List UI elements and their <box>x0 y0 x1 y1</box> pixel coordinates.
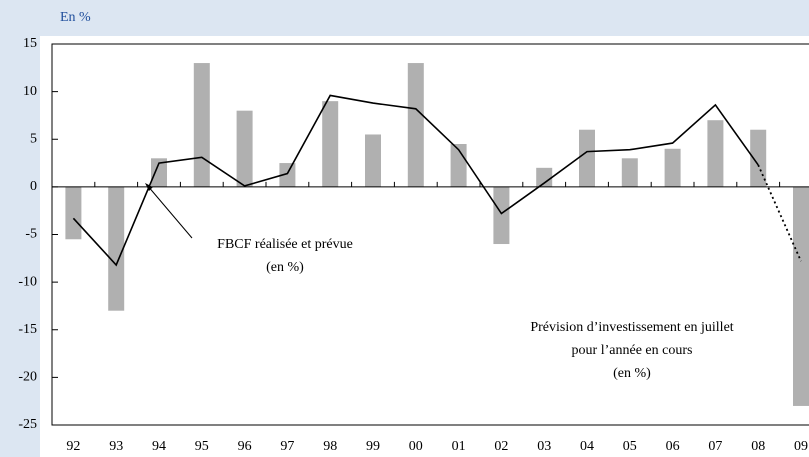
bar <box>279 163 296 187</box>
x-tick-label: 97 <box>280 439 294 454</box>
bar <box>65 186 82 240</box>
x-tick-label: 99 <box>366 439 380 454</box>
x-tick-label: 95 <box>195 439 209 454</box>
y-tick-label: -25 <box>18 417 37 432</box>
y-tick-label: 15 <box>23 36 37 51</box>
x-tick-label: 01 <box>452 439 466 454</box>
bar <box>365 134 381 187</box>
bar <box>193 63 210 187</box>
annotation: Prévision d’investissement en juillet <box>530 320 733 335</box>
bar <box>579 129 595 187</box>
bar <box>536 167 553 187</box>
x-tick-label: 09 <box>794 439 808 454</box>
y-tick-label: -15 <box>18 322 37 337</box>
plot-background <box>40 36 809 457</box>
annotation-arrow <box>146 184 193 239</box>
y-tick-label: 10 <box>23 84 37 99</box>
annotation: pour l’année en cours <box>572 343 693 358</box>
bar <box>493 186 510 245</box>
bar <box>793 186 809 406</box>
x-tick-label: 93 <box>109 439 123 454</box>
x-tick-label: 08 <box>751 439 765 454</box>
bar <box>322 101 339 187</box>
bar <box>236 110 253 187</box>
annotation: FBCF réalisée et prévue <box>217 237 353 252</box>
line-series <box>72 94 759 267</box>
x-tick-label: 00 <box>409 439 423 454</box>
x-tick-label: 98 <box>323 439 337 454</box>
y-tick-label: 5 <box>30 131 37 146</box>
x-tick-label: 05 <box>623 439 637 454</box>
x-tick-label: 02 <box>494 439 508 454</box>
x-tick-label: 03 <box>537 439 551 454</box>
unit-label: En % <box>60 10 91 25</box>
x-tick-label: 06 <box>666 439 680 454</box>
annotation: (en %) <box>613 366 651 381</box>
bar <box>108 186 125 311</box>
x-tick-label: 96 <box>238 439 252 454</box>
x-tick-label: 94 <box>152 439 166 454</box>
y-tick-label: -10 <box>18 274 37 289</box>
y-tick-label: 0 <box>30 179 37 194</box>
x-tick-label: 92 <box>66 439 80 454</box>
y-tick-label: -5 <box>25 227 37 242</box>
bar <box>621 158 638 187</box>
x-tick-label: 04 <box>580 439 594 454</box>
bar <box>407 63 424 187</box>
y-tick-label: -20 <box>18 370 37 385</box>
bar <box>664 148 681 187</box>
bar <box>707 120 724 187</box>
bar <box>750 129 767 187</box>
x-tick-label: 07 <box>708 439 722 454</box>
bar <box>151 158 167 187</box>
annotation: (en %) <box>266 260 304 275</box>
